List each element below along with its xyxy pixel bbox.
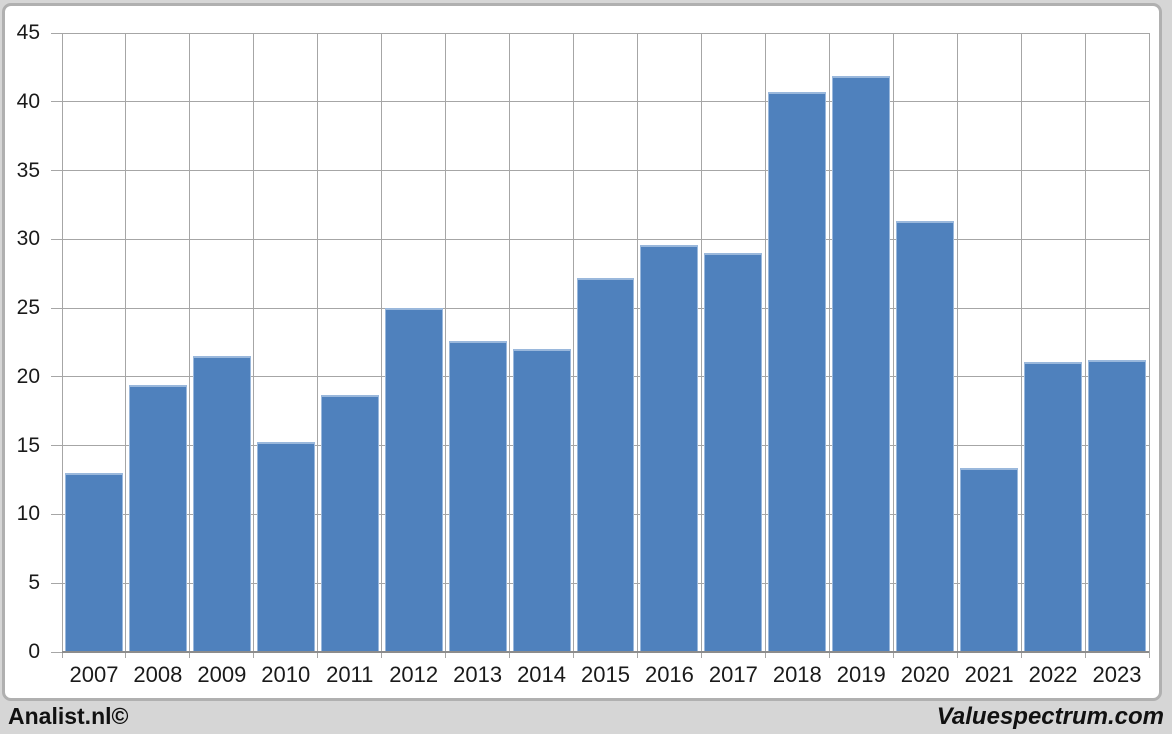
footer-bar: Analist.nl© Valuespectrum.com [0, 701, 1172, 734]
analist-brand-label: Analist.nl© [8, 703, 129, 729]
valuespectrum-brand-label: Valuespectrum.com [936, 703, 1164, 730]
chart-card [2, 3, 1162, 701]
